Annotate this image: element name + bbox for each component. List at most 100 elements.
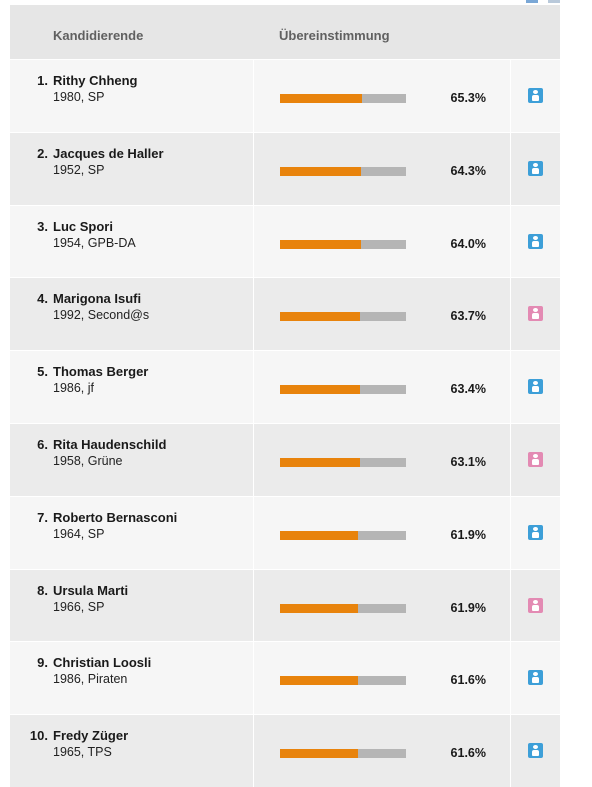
match-percentage: 61.6% (450, 673, 486, 688)
table-row[interactable]: 5. Thomas Berger 1986, jf 63.4% (10, 350, 560, 423)
icon-body (532, 750, 539, 757)
icon-head (533, 162, 538, 167)
icon-body (532, 95, 539, 101)
candidate-rank: 5. (37, 364, 48, 380)
candidate-year-party: 1986, Piraten (53, 672, 128, 687)
icon-head (533, 381, 538, 386)
candidate-name[interactable]: Marigona Isufi (53, 291, 142, 307)
candidate-year-party: 1992, Second@s (53, 308, 150, 323)
column-header-candidates[interactable]: Kandidierende (53, 28, 144, 43)
candidate-rank: 9. (37, 655, 48, 671)
male-person-icon[interactable] (528, 524, 543, 540)
column-divider (510, 60, 511, 132)
table-row[interactable]: 3. Luc Spori 1954, GPB-DA 64.0% (10, 204, 560, 278)
candidate-rank: 8. (37, 582, 48, 598)
match-bar (280, 385, 406, 395)
icon-body (532, 677, 539, 684)
candidate-name[interactable]: Thomas Berger (53, 364, 149, 380)
match-bar-fill (280, 94, 363, 103)
match-bar (280, 312, 406, 322)
column-divider (253, 569, 254, 642)
column-divider (253, 278, 254, 351)
column-divider (510, 205, 511, 278)
candidate-rank: 3. (37, 218, 48, 234)
column-divider (510, 715, 511, 787)
column-divider (253, 642, 254, 715)
candidate-name[interactable]: Luc Spori (53, 218, 113, 234)
male-person-icon[interactable] (528, 743, 543, 759)
match-bar (280, 749, 406, 759)
female-person-icon[interactable] (528, 306, 543, 322)
icon-body (532, 240, 539, 247)
corner-decoration (548, 0, 560, 3)
candidate-name[interactable]: Rithy Chheng (53, 73, 138, 88)
column-divider (253, 351, 254, 423)
candidate-name[interactable]: Roberto Bernasconi (53, 509, 178, 525)
male-person-icon[interactable] (528, 160, 543, 176)
column-divider (510, 132, 511, 205)
female-person-icon[interactable] (528, 597, 543, 613)
match-bar-fill (280, 749, 358, 759)
column-divider (510, 569, 511, 642)
table-row[interactable]: 8. Ursula Marti 1966, SP 61.9% (10, 568, 560, 642)
candidate-name[interactable]: Rita Haudenschild (53, 436, 167, 452)
candidate-rank: 10. (29, 728, 48, 744)
icon-body (532, 458, 539, 465)
male-person-icon[interactable] (528, 88, 543, 103)
table-row[interactable]: 9. Christian Loosli 1986, Piraten 61.6% (10, 641, 560, 715)
table-row[interactable]: 7. Roberto Bernasconi 1964, SP 61.9% (10, 495, 560, 569)
candidate-list: 1. Rithy Chheng 1980, SP 65.3% 2. Jacques de … (10, 59, 560, 787)
match-bar (280, 239, 406, 249)
icon-body (532, 313, 539, 320)
corner-decoration (526, 0, 538, 3)
match-bar-fill (280, 676, 358, 686)
match-percentage: 65.3% (450, 91, 486, 105)
male-person-icon[interactable] (528, 670, 543, 686)
match-bar-fill (280, 603, 358, 613)
column-divider (253, 205, 254, 278)
table-row[interactable]: 1. Rithy Chheng 1980, SP 65.3% (10, 59, 560, 132)
table-row[interactable]: 6. Rita Haudenschild 1958, Grüne 63.1% (10, 422, 560, 496)
match-bar-fill (280, 312, 361, 322)
column-divider (253, 132, 254, 205)
table-row[interactable]: 4. Marigona Isufi 1992, Second@s 63.7% (10, 277, 560, 351)
candidate-year-party: 1966, SP (53, 599, 105, 614)
match-bar-fill (280, 166, 362, 176)
column-header-match[interactable]: Übereinstimmung (279, 28, 390, 43)
table-header: Kandidierende Übereinstimmung (10, 5, 560, 59)
match-percentage: 63.1% (450, 454, 486, 469)
icon-head (533, 90, 538, 94)
candidate-rank: 4. (37, 291, 48, 307)
icon-body (532, 386, 539, 393)
male-person-icon[interactable] (528, 233, 543, 249)
candidate-name[interactable]: Ursula Marti (53, 582, 129, 598)
candidate-name[interactable]: Christian Loosli (53, 655, 152, 671)
candidate-name[interactable]: Fredy Züger (53, 728, 129, 744)
male-person-icon[interactable] (528, 379, 543, 395)
icon-head (533, 526, 538, 531)
candidate-rank: 2. (37, 145, 48, 161)
icon-body (532, 167, 539, 174)
candidate-name[interactable]: Jacques de Haller (53, 145, 164, 161)
match-bar (280, 94, 406, 103)
match-bar-fill (280, 385, 360, 395)
column-divider (253, 60, 254, 132)
candidate-rank: 1. (37, 73, 48, 88)
match-bar (280, 603, 406, 613)
icon-head (533, 308, 538, 313)
icon-head (533, 745, 538, 750)
match-bar-fill (280, 530, 358, 540)
match-percentage: 61.6% (450, 746, 486, 761)
candidate-ranking-table: Kandidierende Übereinstimmung 1. Rithy Ch… (10, 5, 560, 787)
column-divider (510, 351, 511, 423)
column-divider (510, 642, 511, 715)
female-person-icon[interactable] (528, 451, 543, 467)
candidate-rank: 7. (37, 509, 48, 525)
table-row[interactable]: 2. Jacques de Haller 1952, SP 64.3% (10, 131, 560, 205)
icon-body (532, 604, 539, 611)
table-row[interactable]: 10. Fredy Züger 1965, TPS 61.6% (10, 714, 560, 787)
candidate-year-party: 1986, jf (53, 381, 95, 396)
match-bar (280, 530, 406, 540)
column-divider (253, 496, 254, 569)
match-percentage: 61.9% (450, 527, 486, 542)
